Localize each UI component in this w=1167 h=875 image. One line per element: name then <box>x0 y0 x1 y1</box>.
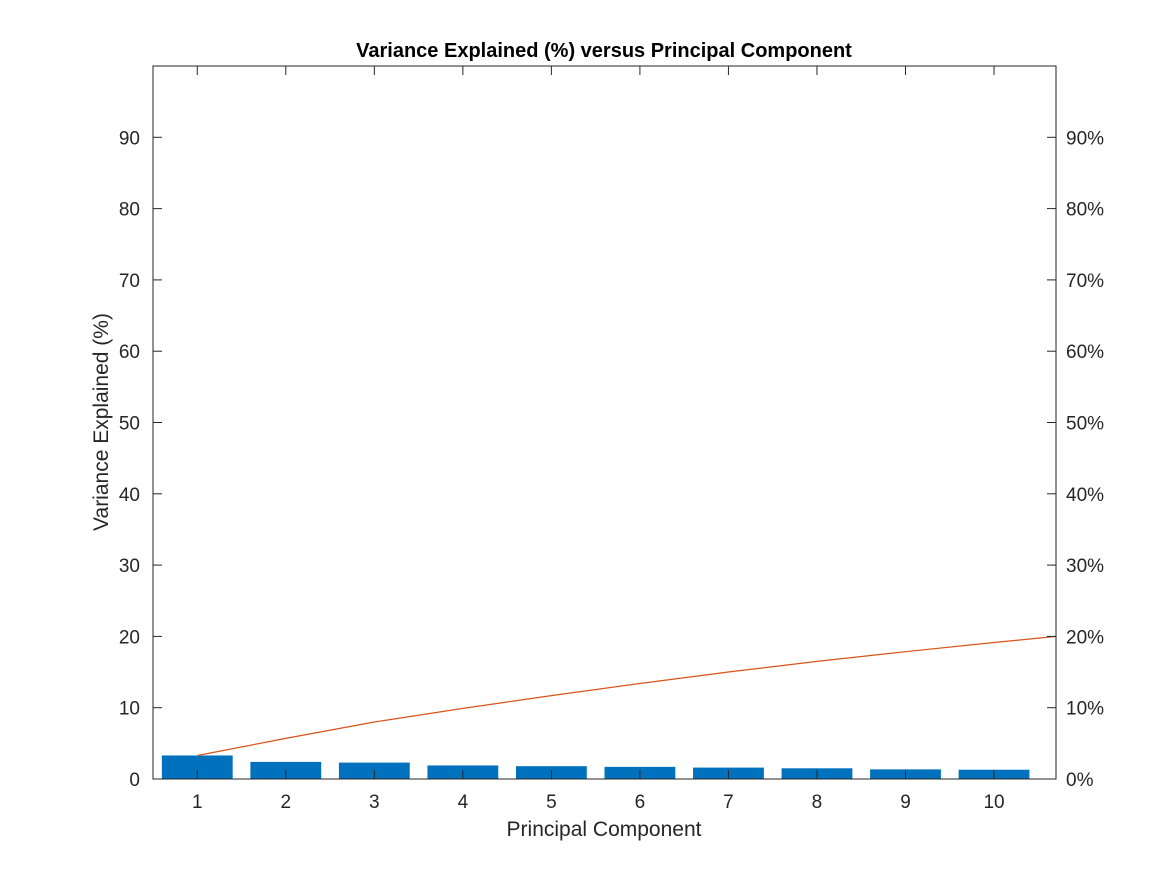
y-tick-label-right: 90% <box>1066 128 1104 149</box>
y-tick-label-left: 90 <box>119 128 140 149</box>
x-tick-label: 9 <box>900 792 911 813</box>
cumulative-line-layer <box>197 635 1057 757</box>
bar-1 <box>161 755 233 779</box>
ticks-layer <box>153 66 1056 780</box>
y-tick-label-right: 70% <box>1066 271 1104 292</box>
y-tick-label-left: 40 <box>119 485 140 506</box>
y-tick-label-left: 70 <box>119 271 140 292</box>
x-tick-label: 6 <box>635 792 646 813</box>
x-axis-title: Principal Component <box>507 818 702 841</box>
y-tick-label-left: 30 <box>119 556 140 577</box>
x-tick-label: 4 <box>458 792 469 813</box>
x-tick-label: 10 <box>983 792 1004 813</box>
cumulative-variance-line <box>197 635 1057 757</box>
y-tick-label-left: 10 <box>119 699 140 720</box>
y-tick-label-right: 30% <box>1066 556 1104 577</box>
y-tick-label-left: 50 <box>119 414 140 435</box>
y-tick-label-right: 40% <box>1066 485 1104 506</box>
y-tick-label-right: 80% <box>1066 200 1104 221</box>
y-tick-label-left: 60 <box>119 342 140 363</box>
x-tick-label: 1 <box>192 792 203 813</box>
y-tick-label-right: 10% <box>1066 699 1104 720</box>
y-tick-label-right: 0% <box>1066 770 1094 791</box>
y-tick-label-right: 60% <box>1066 342 1104 363</box>
y-tick-label-left: 20 <box>119 627 140 648</box>
x-tick-label: 5 <box>546 792 557 813</box>
y-tick-label-left: 80 <box>119 200 140 221</box>
y-tick-label-right: 50% <box>1066 414 1104 435</box>
x-tick-label: 7 <box>723 792 734 813</box>
x-tick-label: 3 <box>369 792 380 813</box>
x-tick-label: 2 <box>281 792 292 813</box>
x-tick-label: 8 <box>812 792 823 813</box>
y-axis-title: Variance Explained (%) <box>90 313 113 531</box>
y-tick-label-right: 20% <box>1066 627 1104 648</box>
chart-title: Variance Explained (%) versus Principal … <box>356 40 852 62</box>
y-tick-label-left: 0 <box>129 770 140 791</box>
tick-labels-layer: 0 0% 10 10% 20 20% 30 30% 40 40% 50 50% 60 60% 70 70% 80… <box>119 128 1104 813</box>
